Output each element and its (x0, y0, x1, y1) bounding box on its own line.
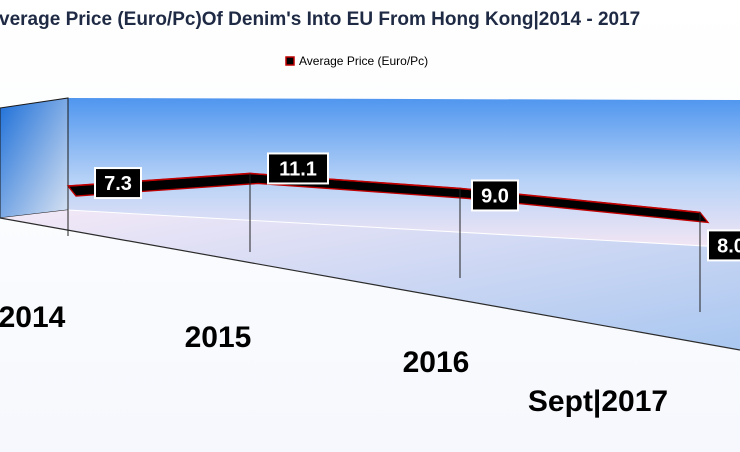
data-label-box (267, 152, 329, 185)
series-top-edge (67, 172, 701, 214)
data-label: 8.0 (707, 229, 740, 262)
legend-swatch (285, 56, 295, 66)
legend-label: Average Price (Euro/Pc) (299, 54, 428, 68)
data-label-box (707, 229, 740, 262)
data-label-text: 8.0 (717, 235, 740, 257)
category-label: 2015 (185, 321, 252, 354)
category-label: 2016 (403, 346, 470, 379)
floor (0, 210, 740, 350)
data-label: 9.0 (471, 179, 519, 212)
category-label: Sept|2017 (528, 385, 668, 418)
data-label-box (94, 167, 142, 200)
data-label-text: 11.1 (279, 158, 317, 180)
category-label: 2014 (0, 301, 66, 334)
data-label: 7.3 (94, 167, 142, 200)
labels-layer: 7.3 11.1 9.0 8.0 2014 2015 2016 Sept|2017 (0, 152, 740, 418)
floor-front-edge (0, 217, 740, 351)
floor-back-edge (67, 209, 740, 249)
data-label: 11.1 (267, 152, 329, 185)
data-label-text: 7.3 (104, 173, 132, 195)
data-label-box (471, 179, 519, 212)
side-wall (0, 97, 69, 219)
data-label-text: 9.0 (481, 185, 509, 207)
back-wall (68, 98, 740, 248)
chart-title: Average Price (Euro/Pc)Of Denim's Into E… (0, 9, 640, 30)
